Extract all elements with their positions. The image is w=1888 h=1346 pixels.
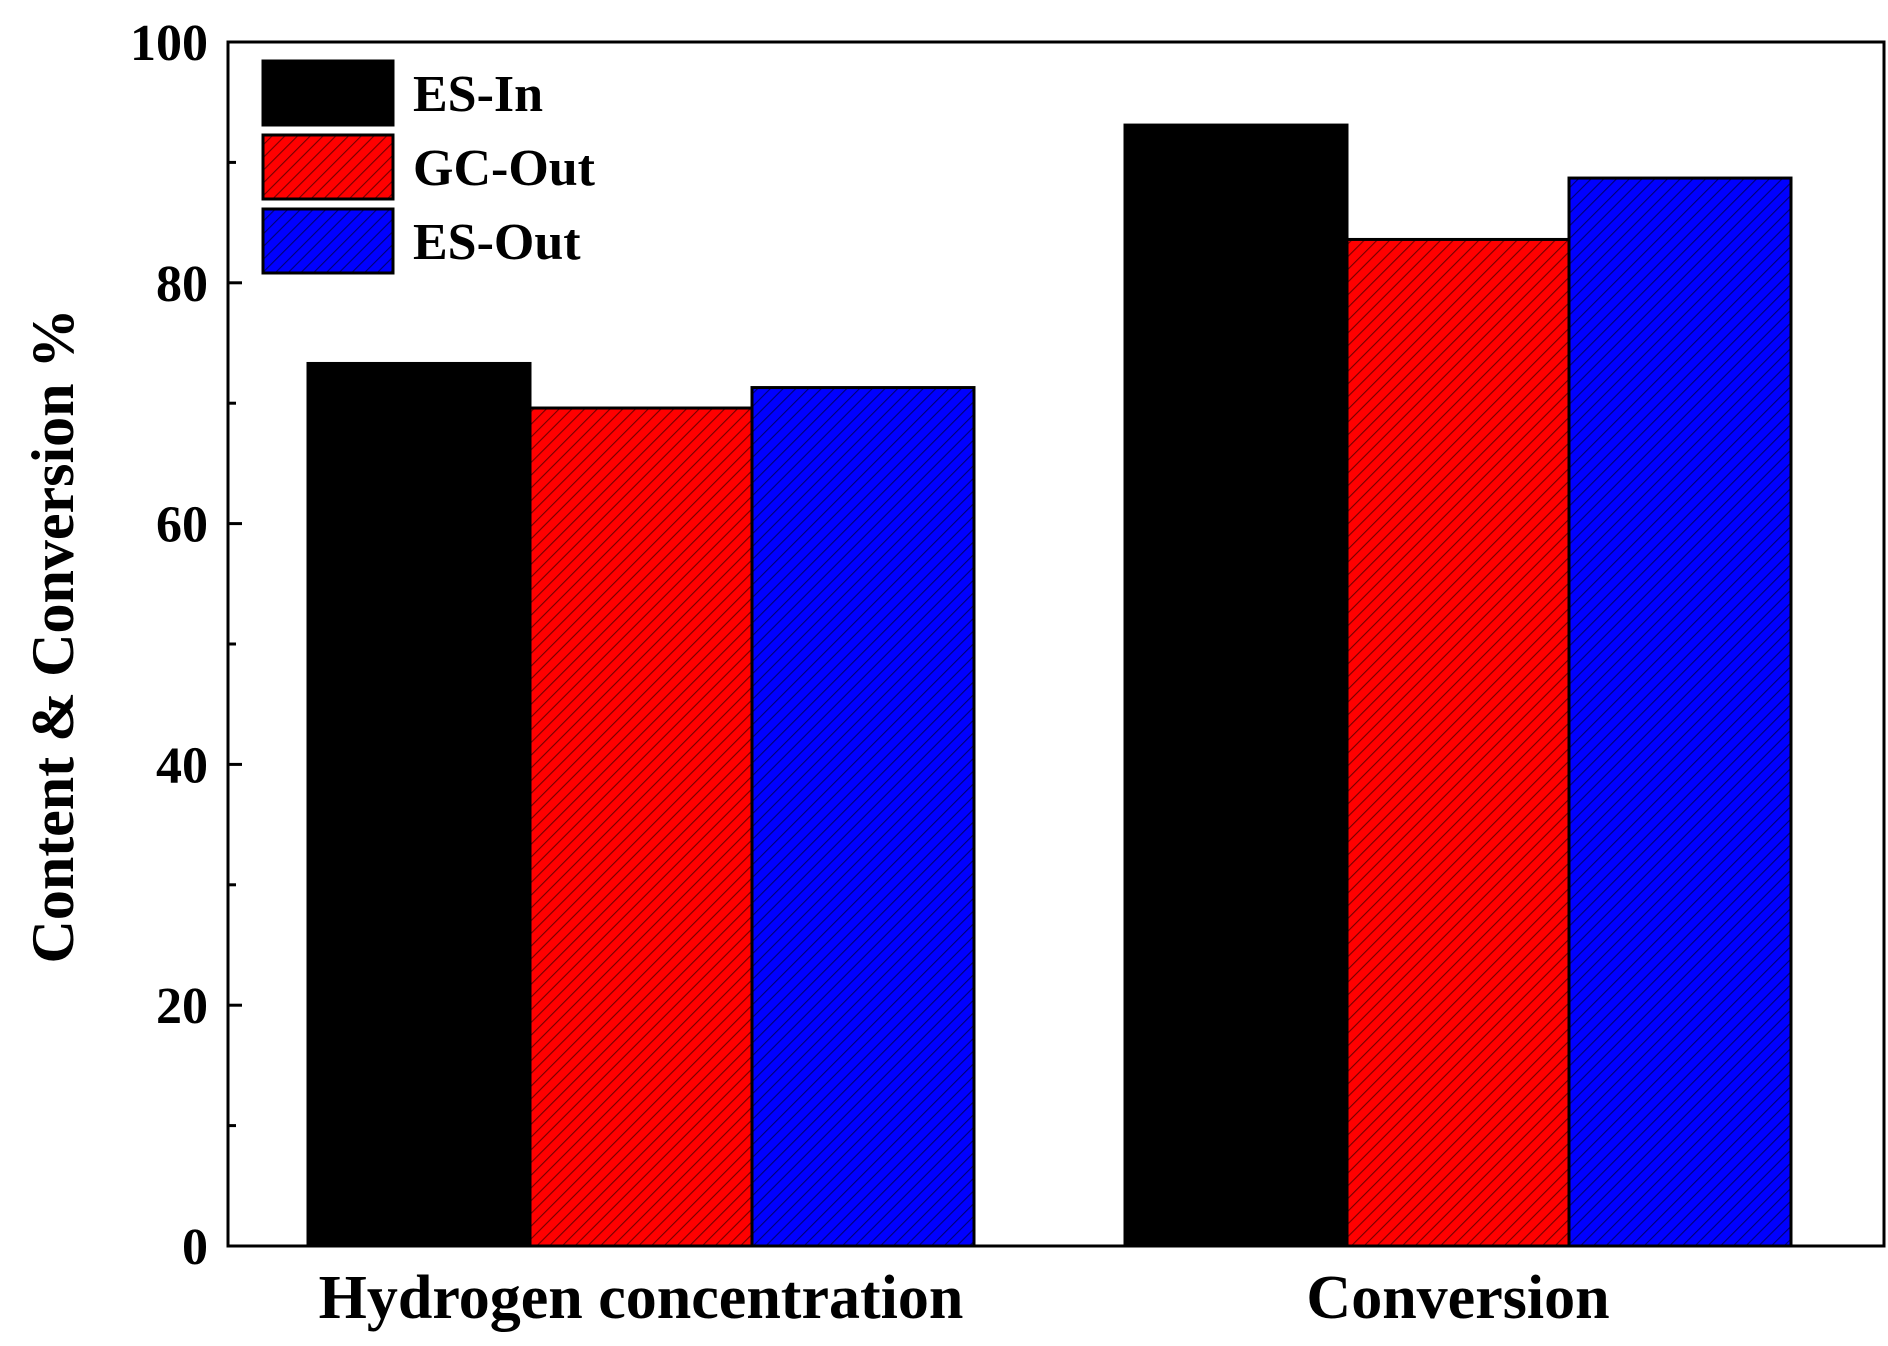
bar-es-out-hydrogen-concentration bbox=[750, 386, 976, 1248]
legend-label-gc-out: GC-Out bbox=[413, 140, 596, 197]
bar-gc-out-conversion bbox=[1345, 237, 1571, 1248]
y-tick-label-20: 20 bbox=[156, 978, 208, 1035]
bar-es-in-hydrogen-concentration bbox=[306, 361, 532, 1248]
y-tick-label-40: 40 bbox=[156, 737, 208, 794]
y-axis-title: Content & Conversion % bbox=[20, 309, 86, 964]
category-labels-group: Hydrogen concentration Conversion bbox=[319, 1264, 1610, 1332]
y-tick-label-100: 100 bbox=[130, 15, 208, 72]
y-tick-label-0: 0 bbox=[182, 1219, 208, 1276]
x-category-label-hydrogen-concentration: Hydrogen concentration bbox=[319, 1264, 964, 1332]
legend: ES-In GC-Out ES-Out bbox=[261, 59, 596, 275]
legend-swatch-es-in bbox=[261, 59, 395, 127]
legend-item-es-out: ES-Out bbox=[261, 207, 581, 275]
legend-item-gc-out: GC-Out bbox=[261, 133, 596, 201]
y-tick-label-80: 80 bbox=[156, 256, 208, 313]
legend-swatch-es-out bbox=[261, 207, 395, 275]
x-category-label-conversion: Conversion bbox=[1306, 1264, 1609, 1332]
bar-es-in-conversion bbox=[1123, 123, 1349, 1248]
bar-gc-out-hydrogen-concentration bbox=[528, 406, 754, 1248]
y-ticks-group: 0 20 40 60 80 100 bbox=[130, 15, 242, 1276]
legend-label-es-out: ES-Out bbox=[413, 214, 581, 271]
legend-label-es-in: ES-In bbox=[413, 66, 543, 123]
y-tick-label-60: 60 bbox=[156, 497, 208, 554]
legend-swatch-gc-out bbox=[261, 133, 395, 201]
bar-es-out-conversion bbox=[1567, 176, 1793, 1248]
bars-group bbox=[306, 123, 1793, 1248]
legend-item-es-in: ES-In bbox=[261, 59, 543, 127]
